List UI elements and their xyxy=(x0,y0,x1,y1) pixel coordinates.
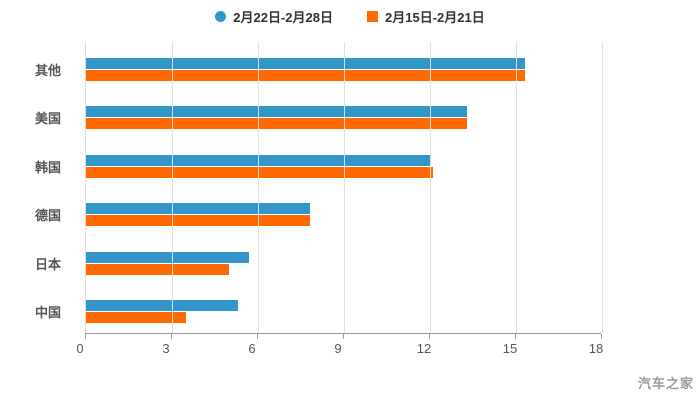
x-tickmark-0 xyxy=(85,334,86,339)
bar-series1-2[interactable] xyxy=(86,106,468,118)
bar-series1-5[interactable] xyxy=(86,251,250,263)
bar-series2-6[interactable] xyxy=(86,312,187,324)
bar-series1-1[interactable] xyxy=(86,57,525,69)
x-axis: 0 3 6 9 12 15 18 xyxy=(76,333,603,356)
x-ticklabel-0: 0 xyxy=(76,341,84,356)
x-tickmark-3 xyxy=(171,334,172,339)
x-tickmark-6 xyxy=(257,334,258,339)
bar-series2-3[interactable] xyxy=(86,166,433,178)
gridline-x9 xyxy=(344,42,345,333)
bar-rows xyxy=(86,42,602,333)
y-axis-labels: 其他美国韩国德国日本中国 xyxy=(0,42,77,333)
bar-group-6 xyxy=(86,285,602,334)
bar-series2-2[interactable] xyxy=(86,118,468,130)
legend-square-marker-icon xyxy=(367,10,378,22)
legend-item-week1[interactable]: 2月15日-2月21日 xyxy=(367,7,485,26)
category-label-4: 德国 xyxy=(34,208,61,224)
x-ticklabel-12: 12 xyxy=(416,341,432,356)
bar-series1-6[interactable] xyxy=(86,300,238,312)
bar-group-2 xyxy=(86,91,602,140)
x-tickmark-12 xyxy=(429,334,430,339)
watermark: 汽车之家 xyxy=(637,376,694,391)
legend-item-week2[interactable]: 2月22日-2月28日 xyxy=(215,7,333,26)
bar-series2-5[interactable] xyxy=(86,263,230,275)
plot-area xyxy=(85,42,603,333)
bar-group-4 xyxy=(86,188,602,237)
gridline-x12 xyxy=(430,42,431,333)
x-tickmark-15 xyxy=(515,334,516,339)
gridline-x3 xyxy=(172,42,173,333)
category-label-1: 其他 xyxy=(34,62,61,78)
bar-series2-4[interactable] xyxy=(86,215,310,227)
category-label-3: 韩国 xyxy=(34,159,61,175)
bar-group-5 xyxy=(86,236,602,285)
bar-series2-1[interactable] xyxy=(86,69,525,81)
x-ticklabel-9: 9 xyxy=(334,341,342,356)
gridline-x18 xyxy=(602,42,603,333)
category-label-2: 美国 xyxy=(34,111,61,127)
gridline-x15 xyxy=(516,42,517,333)
legend-circle-marker-icon xyxy=(215,10,227,22)
gridline-x6 xyxy=(258,42,259,333)
x-ticklabel-6: 6 xyxy=(248,341,256,356)
legend-label-week1: 2月15日-2月21日 xyxy=(385,9,485,25)
x-ticklabel-15: 15 xyxy=(502,341,518,356)
x-tickmark-18 xyxy=(601,334,602,339)
category-label-5: 日本 xyxy=(34,256,61,272)
chart-legend: 2月22日-2月28日 2月15日-2月21日 xyxy=(0,6,700,26)
x-ticklabel-3: 3 xyxy=(162,341,170,356)
bar-series1-4[interactable] xyxy=(86,203,310,215)
bar-group-1 xyxy=(86,42,602,91)
legend-label-week2: 2月22日-2月28日 xyxy=(233,9,333,25)
x-tickmark-9 xyxy=(343,334,344,339)
x-ticklabel-18: 18 xyxy=(588,341,604,356)
category-label-6: 中国 xyxy=(34,305,61,321)
